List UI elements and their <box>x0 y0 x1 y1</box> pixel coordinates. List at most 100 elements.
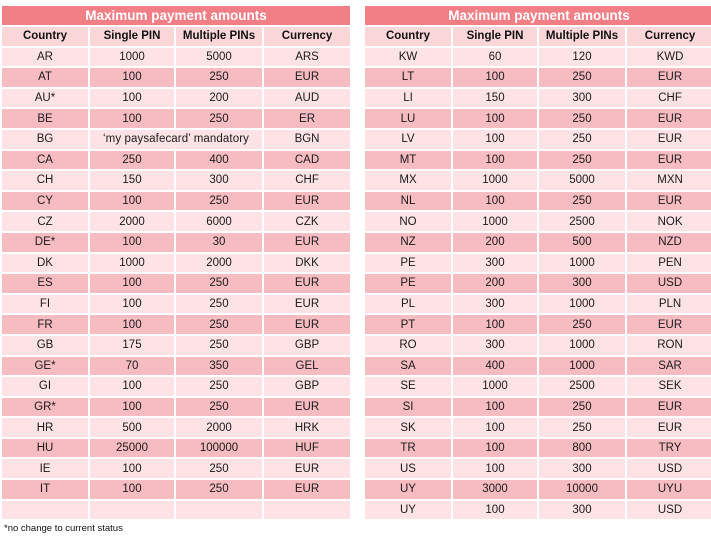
currency-cell: ARS <box>264 47 351 67</box>
multiple-pins-cell: 250 <box>176 274 262 293</box>
payment-table-left: Maximum payment amounts Country Single P… <box>0 4 352 521</box>
table-row: ES 100 250 EUR <box>2 274 351 293</box>
single-pin-cell: 100 <box>453 397 537 417</box>
table-row: PT 100 250 EUR <box>365 315 711 334</box>
table-row: PL 300 1000 PLN <box>365 294 711 314</box>
single-pin-cell: 2000 <box>90 212 174 231</box>
currency-cell: NZD <box>627 232 711 252</box>
currency-cell: USD <box>627 500 711 520</box>
currency-cell: EUR <box>627 68 711 87</box>
country-cell: HR <box>2 418 88 437</box>
currency-cell: EUR <box>264 315 351 334</box>
single-pin-cell: 500 <box>90 418 174 437</box>
single-pin-cell: 100 <box>90 480 174 499</box>
table-row: MX 1000 5000 MXN <box>365 171 711 190</box>
multiple-pins-cell: 250 <box>176 109 262 128</box>
country-cell: LT <box>365 68 451 87</box>
multiple-pins-cell: 350 <box>176 356 262 376</box>
multiple-pins-cell: 200 <box>176 88 262 108</box>
currency-cell: HRK <box>264 418 351 437</box>
multiple-pins-cell: 250 <box>539 315 625 334</box>
country-cell <box>2 500 88 520</box>
single-pin-cell <box>90 500 174 520</box>
single-pin-cell: 100 <box>453 315 537 334</box>
single-pin-cell: 200 <box>453 274 537 293</box>
currency-cell: EUR <box>627 315 711 334</box>
multiple-pins-cell: 250 <box>176 480 262 499</box>
table-row: LT 100 250 EUR <box>365 68 711 87</box>
country-cell: GR* <box>2 397 88 417</box>
currency-cell: EUR <box>627 129 711 149</box>
country-cell: GB <box>2 335 88 355</box>
single-pin-cell: 100 <box>453 438 537 458</box>
table-row: GB 175 250 GBP <box>2 335 351 355</box>
table-row: FR 100 250 EUR <box>2 315 351 334</box>
country-cell: CY <box>2 191 88 211</box>
country-cell: TR <box>365 438 451 458</box>
single-pin-cell: 200 <box>453 232 537 252</box>
table-row: SI 100 250 EUR <box>365 397 711 417</box>
single-pin-cell: 1000 <box>90 253 174 273</box>
single-pin-cell: 1000 <box>453 377 537 396</box>
column-header-single-pin: Single PIN <box>90 27 174 46</box>
column-header-single-pin: Single PIN <box>453 27 537 46</box>
currency-cell <box>264 500 351 520</box>
currency-cell: EUR <box>627 191 711 211</box>
country-cell: SE <box>365 377 451 396</box>
multiple-pins-cell: 250 <box>539 397 625 417</box>
currency-cell: EUR <box>264 480 351 499</box>
multiple-pins-cell: 10000 <box>539 480 625 499</box>
single-pin-cell: 100 <box>90 68 174 87</box>
single-pin-cell: 150 <box>90 171 174 190</box>
single-pin-cell: 100 <box>453 191 537 211</box>
currency-cell: DKK <box>264 253 351 273</box>
country-cell: LV <box>365 129 451 149</box>
single-pin-cell: 100 <box>453 68 537 87</box>
multiple-pins-cell: 1000 <box>539 335 625 355</box>
multiple-pins-cell: 250 <box>176 335 262 355</box>
country-cell: UY <box>365 500 451 520</box>
single-pin-cell: 300 <box>453 335 537 355</box>
country-cell: HU <box>2 438 88 458</box>
table-row: CZ 2000 6000 CZK <box>2 212 351 231</box>
multiple-pins-cell: 250 <box>539 109 625 128</box>
country-cell: LI <box>365 88 451 108</box>
currency-cell: PLN <box>627 294 711 314</box>
country-cell: UY <box>365 480 451 499</box>
table-row: BE 100 250 ER <box>2 109 351 128</box>
table-row: CH 150 300 CHF <box>2 171 351 190</box>
table-row: AR 1000 5000 ARS <box>2 47 351 67</box>
single-pin-cell: 300 <box>453 253 537 273</box>
country-cell: CH <box>2 171 88 190</box>
country-cell: IT <box>2 480 88 499</box>
column-header-currency: Currency <box>627 27 711 46</box>
table-row: NZ 200 500 NZD <box>365 232 711 252</box>
country-cell: FI <box>2 294 88 314</box>
currency-cell: PEN <box>627 253 711 273</box>
currency-cell: USD <box>627 459 711 479</box>
currency-cell: CHF <box>627 88 711 108</box>
single-pin-cell: 3000 <box>453 480 537 499</box>
multiple-pins-cell: 250 <box>176 315 262 334</box>
country-cell: GI <box>2 377 88 396</box>
multiple-pins-cell: 300 <box>539 500 625 520</box>
currency-cell: BGN <box>264 129 351 149</box>
table-row: DK 1000 2000 DKK <box>2 253 351 273</box>
single-pin-cell: 400 <box>453 356 537 376</box>
country-cell: IE <box>2 459 88 479</box>
multiple-pins-cell <box>176 500 262 520</box>
multiple-pins-cell: 1000 <box>539 294 625 314</box>
currency-cell: ER <box>264 109 351 128</box>
country-cell: PT <box>365 315 451 334</box>
currency-cell: CHF <box>264 171 351 190</box>
multiple-pins-cell: 250 <box>176 459 262 479</box>
table-row <box>2 500 351 520</box>
single-pin-cell: 100 <box>453 129 537 149</box>
country-cell: NZ <box>365 232 451 252</box>
currency-cell: EUR <box>264 191 351 211</box>
table-row: PE 200 300 USD <box>365 274 711 293</box>
currency-cell: RON <box>627 335 711 355</box>
multiple-pins-cell: 500 <box>539 232 625 252</box>
currency-cell: EUR <box>264 459 351 479</box>
table-row: SE 1000 2500 SEK <box>365 377 711 396</box>
